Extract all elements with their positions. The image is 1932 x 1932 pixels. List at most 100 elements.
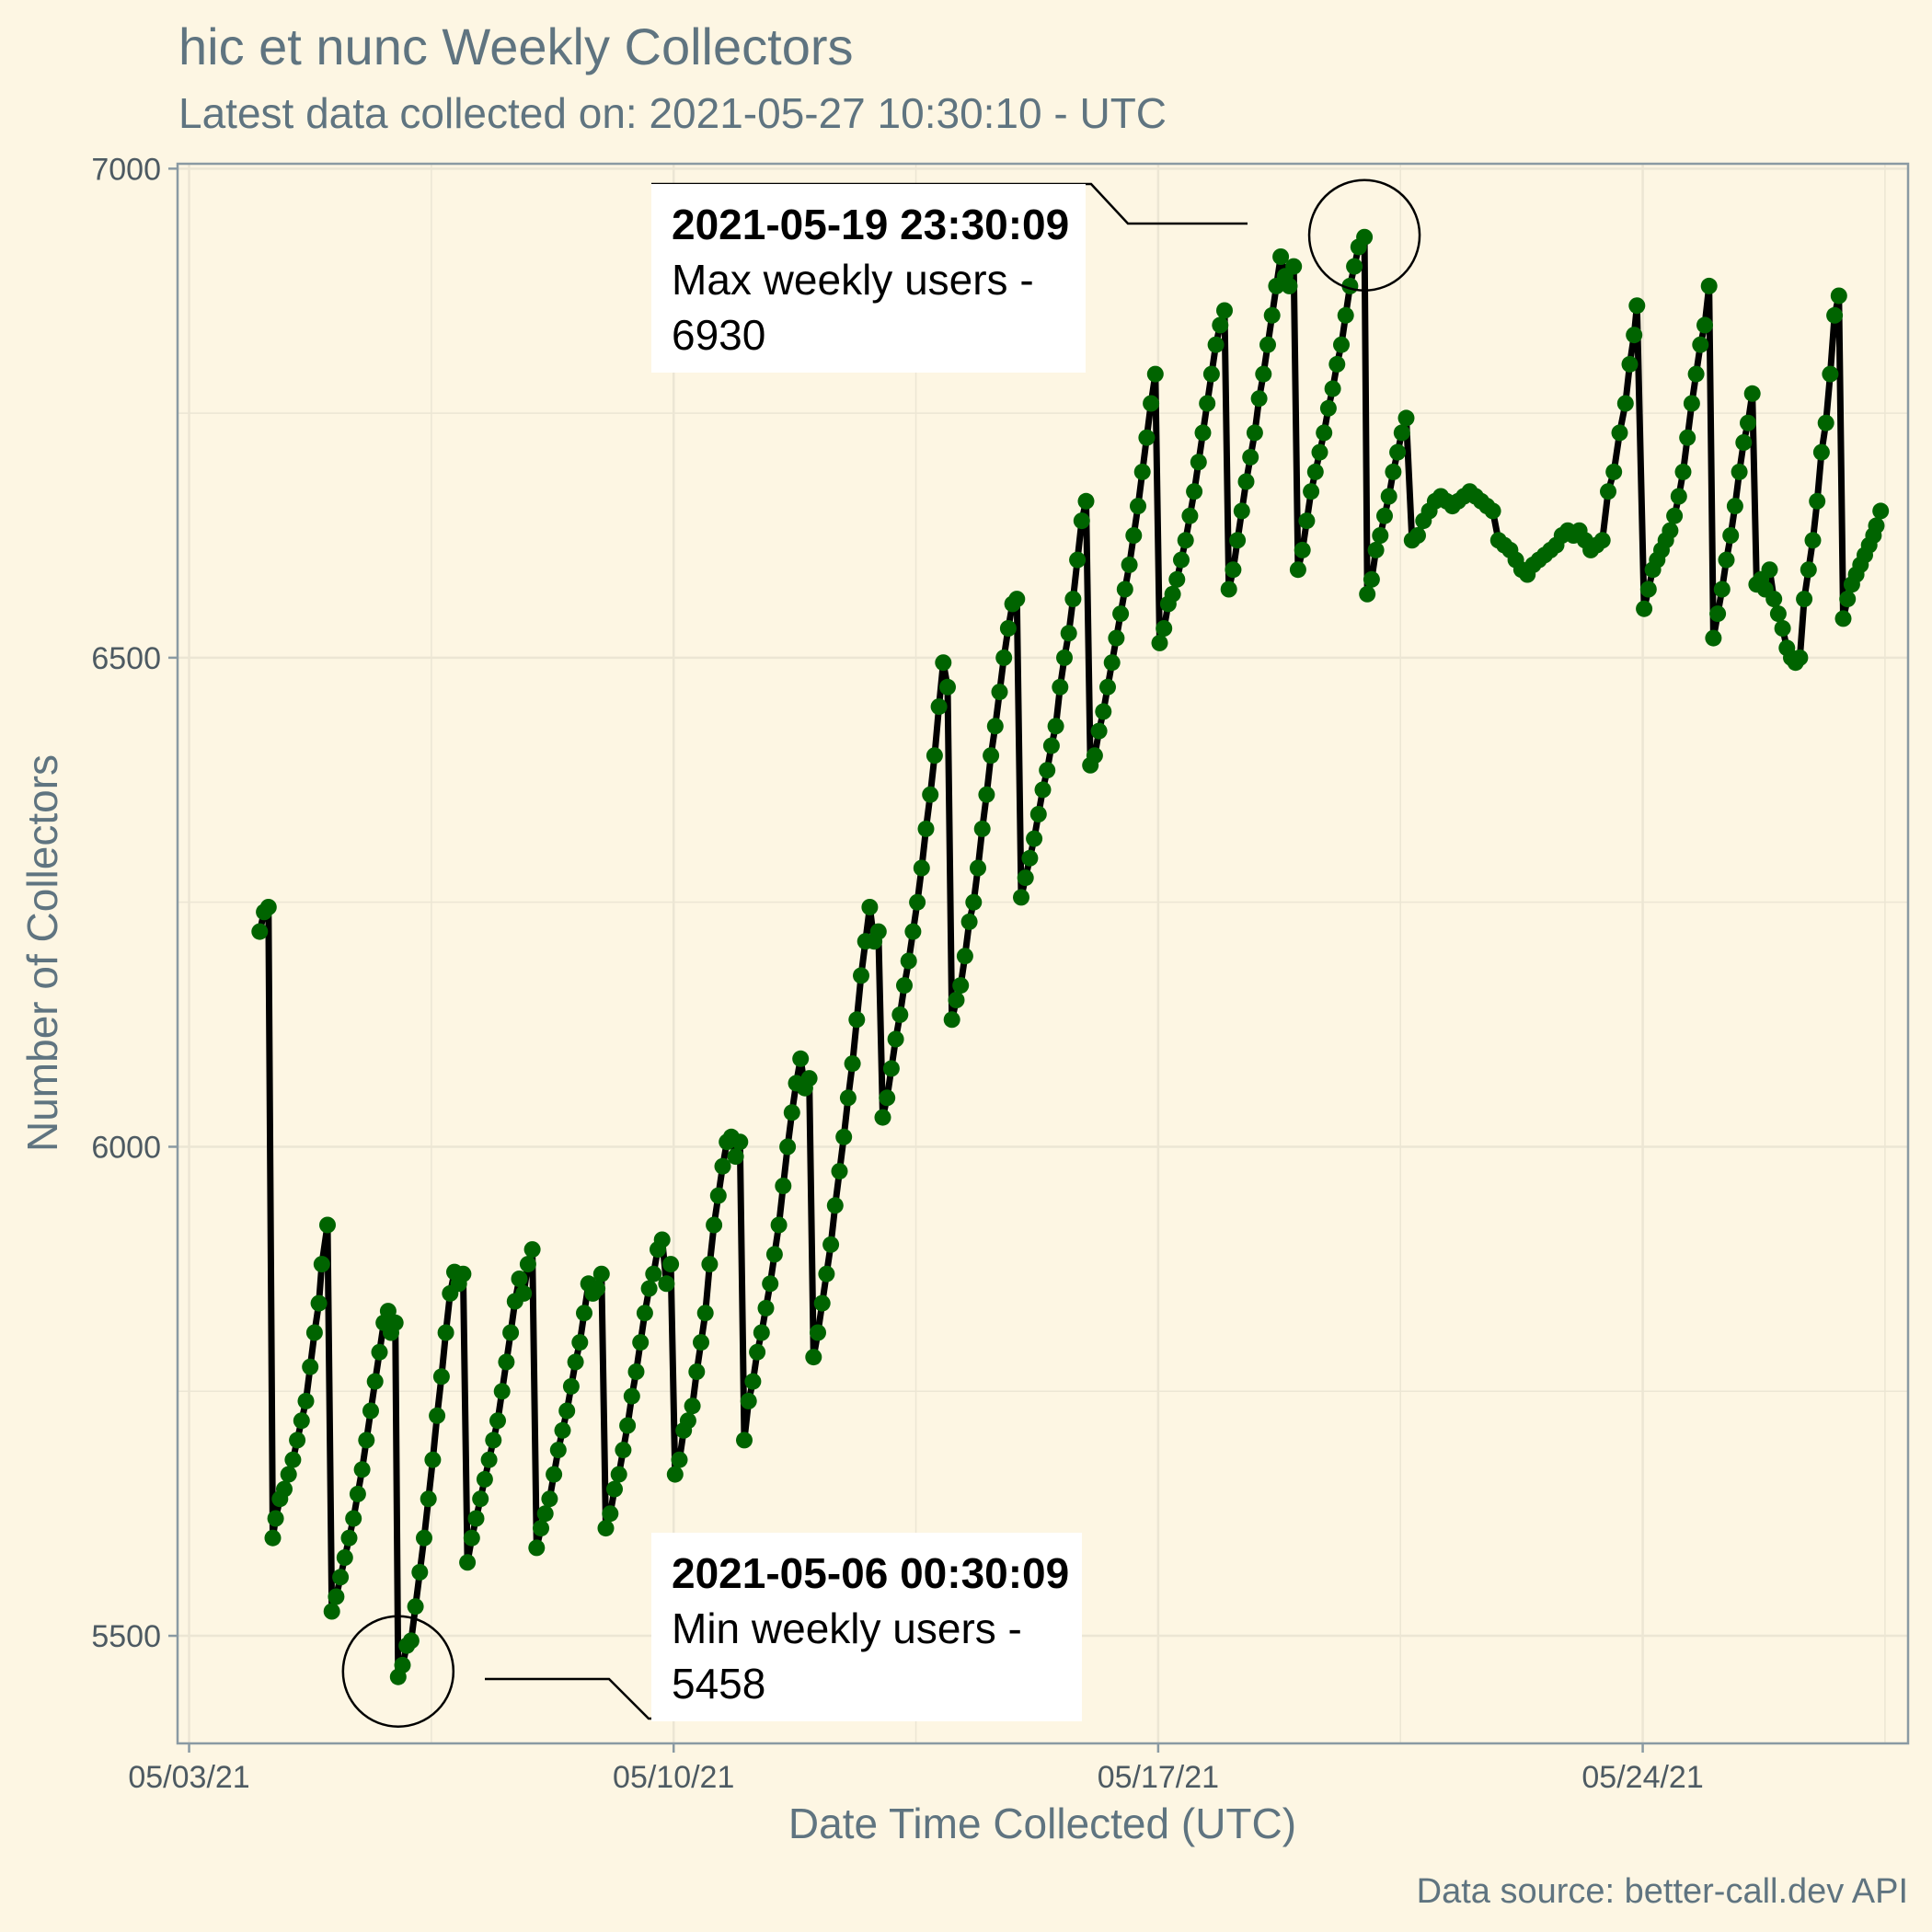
min-annotation-date: 2021-05-06 00:30:09 — [672, 1549, 1070, 1597]
data-point — [770, 1216, 788, 1234]
data-point — [1731, 463, 1748, 480]
data-point — [1316, 424, 1333, 442]
data-point — [1709, 605, 1727, 623]
data-point — [1687, 365, 1705, 383]
data-point — [1207, 336, 1225, 353]
data-point — [1186, 483, 1203, 500]
data-point — [1718, 551, 1735, 569]
data-point — [1376, 507, 1393, 524]
data-point — [995, 649, 1013, 666]
data-point — [606, 1480, 623, 1498]
plot-border — [176, 162, 1910, 1745]
data-point — [1121, 556, 1138, 573]
data-point — [844, 1055, 861, 1073]
data-point — [783, 1104, 800, 1121]
data-point — [386, 1314, 404, 1331]
data-point — [736, 1432, 753, 1449]
data-point — [1812, 443, 1830, 461]
data-point — [792, 1050, 810, 1067]
data-point — [1069, 551, 1087, 569]
data-point — [835, 1128, 853, 1145]
data-point — [983, 747, 1000, 765]
data-point — [1116, 581, 1133, 598]
data-point — [533, 1520, 549, 1537]
max-annotation-date: 2021-05-19 23:30:09 — [672, 201, 1070, 248]
data-point — [1077, 492, 1095, 510]
data-point — [1086, 747, 1103, 765]
y-tick-label: 6000 — [91, 1130, 161, 1165]
data-point — [1133, 463, 1151, 480]
data-point — [653, 1231, 671, 1248]
data-point — [597, 1520, 615, 1537]
data-point — [952, 977, 970, 995]
data-point — [879, 1089, 896, 1107]
data-point — [310, 1294, 328, 1312]
data-point — [688, 1363, 706, 1380]
data-point — [869, 923, 887, 940]
data-point — [960, 913, 978, 930]
data-point — [978, 786, 995, 803]
data-point — [1389, 443, 1407, 461]
data-point — [1056, 649, 1073, 666]
data-point — [727, 1148, 744, 1166]
data-point — [757, 1299, 775, 1317]
data-point — [779, 1138, 797, 1156]
data-point — [1683, 395, 1700, 412]
data-point — [454, 1265, 472, 1282]
data-point — [805, 1349, 822, 1366]
data-point — [1047, 718, 1064, 735]
data-point — [818, 1265, 835, 1282]
data-point — [1397, 409, 1415, 427]
data-point — [1666, 507, 1684, 524]
chart-subtitle: Latest data collected on: 2021-05-27 10:… — [178, 89, 1167, 137]
data-point — [1064, 591, 1082, 608]
data-point — [1626, 327, 1643, 344]
data-point — [1740, 414, 1756, 431]
data-point — [1250, 390, 1268, 408]
data-point — [1380, 488, 1397, 505]
data-point — [922, 786, 939, 803]
data-point — [264, 1529, 282, 1547]
data-point — [1225, 561, 1242, 579]
data-point — [1670, 488, 1687, 505]
data-point — [619, 1417, 637, 1434]
data-point — [1346, 258, 1363, 275]
data-source-caption: Data source: better-call.dev API — [1416, 1872, 1908, 1911]
data-point — [775, 1178, 792, 1194]
data-point — [917, 820, 935, 837]
data-point — [429, 1407, 446, 1424]
data-point — [411, 1563, 429, 1581]
data-point — [1151, 634, 1168, 651]
data-point — [684, 1397, 701, 1415]
data-point — [472, 1490, 489, 1508]
data-point — [1868, 517, 1885, 535]
data-point — [1692, 336, 1709, 353]
data-point — [251, 923, 269, 940]
data-point — [1600, 483, 1616, 500]
data-point — [986, 718, 1004, 735]
data-point — [973, 820, 991, 837]
data-point — [571, 1334, 589, 1351]
data-point — [839, 1089, 857, 1107]
data-point — [1409, 527, 1426, 544]
data-point — [502, 1324, 520, 1341]
x-axis-label: Date Time Collected (UTC) — [788, 1800, 1296, 1847]
data-point — [1289, 561, 1306, 579]
data-point — [896, 977, 913, 995]
max-annotation-value: 6930 — [672, 311, 766, 359]
data-point — [1616, 395, 1634, 412]
axes: 5500 6000 6500 7000 05/03/21 05/10/21 05/17/21… — [91, 152, 1910, 1795]
data-point — [1026, 830, 1043, 847]
data-point — [1164, 585, 1181, 603]
max-annotation-box: 2021-05-19 23:30:09 Max weekly users - 6… — [651, 184, 1086, 373]
data-point — [1385, 463, 1402, 480]
data-point — [519, 1256, 536, 1273]
data-point — [1826, 306, 1844, 324]
data-point — [1060, 625, 1077, 642]
data-point — [1263, 306, 1281, 324]
data-point — [489, 1412, 506, 1430]
x-tick-label: 05/24/21 — [1581, 1760, 1703, 1795]
data-point — [416, 1529, 432, 1547]
data-point — [679, 1412, 696, 1430]
